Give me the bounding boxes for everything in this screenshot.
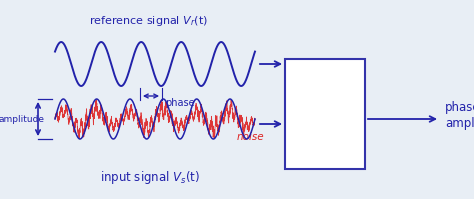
Text: lock-in: lock-in	[306, 121, 345, 134]
Text: phase: phase	[165, 98, 195, 108]
Text: reference signal $V_r$(t): reference signal $V_r$(t)	[89, 14, 208, 28]
Text: input signal $V_s$(t): input signal $V_s$(t)	[100, 169, 200, 185]
Text: amplitude: amplitude	[0, 114, 45, 124]
Text: phase: phase	[445, 100, 474, 113]
Text: amplifier: amplifier	[299, 104, 351, 117]
Text: noise: noise	[236, 132, 264, 142]
Text: amplitude: amplitude	[445, 117, 474, 131]
Bar	[285, 59, 365, 169]
